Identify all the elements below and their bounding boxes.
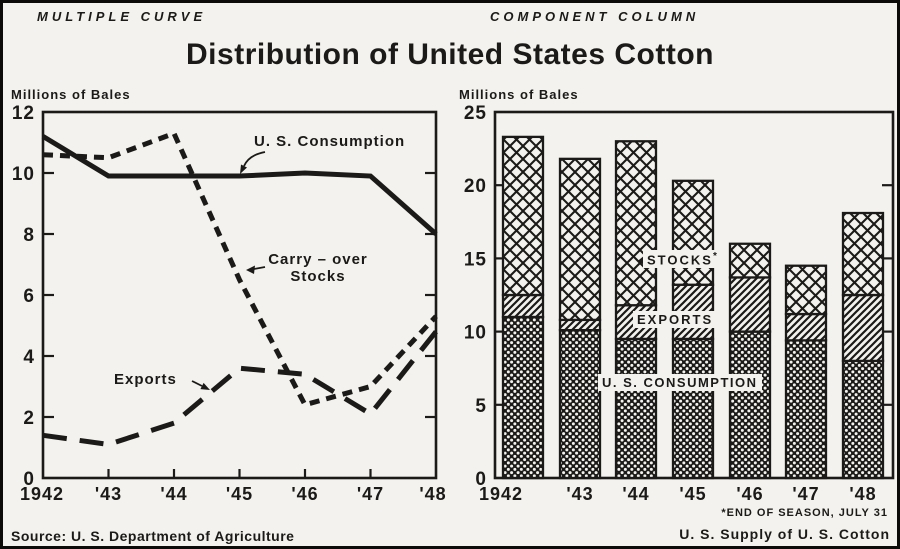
bar-segment-u-s-consumption [558,328,602,480]
left-chart-annotation-arrows [191,151,266,390]
left-panel-type-label: MULTIPLE CURVE [37,9,207,24]
right-y-tick-label: 5 [475,396,487,417]
bar-segment-exports [841,293,885,363]
bar-segment-exports [501,293,545,319]
carry-over-label-line2: Stocks [290,268,346,285]
left-y-tick-label: 8 [23,225,35,246]
right-x-tick-label: '48 [849,484,876,504]
bar-segment-stocks [841,211,885,297]
consumption-label-arrow [243,151,266,167]
series-u-s-consumption [41,134,438,236]
charts-canvas: 0 2 4 6 8 10 12 1942 '43 '44 '45 '46 '47 '48 0 5 10 15 20 2… [12,103,895,504]
left-x-tick-label: '47 [357,484,384,504]
bar-segment-exports [558,318,602,332]
series-carry-over-stocks [42,130,438,408]
right-y-axis-units: Millions of Bales [459,87,579,102]
left-y-tick-label: 4 [23,347,35,368]
bar-segment-exports [728,276,772,333]
bar-segment-stocks [558,157,602,322]
right-y-tick-label: 0 [475,469,487,490]
left-x-tick-label: '43 [95,484,122,504]
right-y-tick-label: 20 [464,176,487,197]
carry-over-label-arrowhead [246,265,255,274]
exports-label-arrow [191,380,203,387]
right-x-tick-label: '45 [679,484,706,504]
left-x-tick-label: '45 [226,484,253,504]
source-note: Source: U. S. Department of Agriculture [11,528,295,544]
left-x-tick-label: 1942 [20,484,64,504]
right-x-tick-label: '47 [792,484,819,504]
left-y-tick-label: 12 [12,103,35,124]
bar-segment-exports [784,312,828,342]
left-y-tick-label: 6 [23,286,35,307]
stocks-footnote: *END OF SEASON, JULY 31 [721,507,888,519]
right-panel-type-label: COMPONENT COLUMN [490,9,700,24]
carry-over-label-line1: Carry – over [268,251,368,268]
right-y-tick-label: 25 [464,103,487,124]
left-x-tick-label: '48 [419,484,446,504]
carry-over-stocks-curve-label: Carry – over Stocks [259,251,377,285]
figure-title: Distribution of United States Cotton [186,38,714,71]
left-y-tick-label: 2 [23,408,35,429]
left-y-tick-label: 0 [23,469,35,490]
left-y-axis-units: Millions of Bales [11,87,131,102]
right-y-tick-label: 15 [464,249,487,270]
series-exports [42,330,438,448]
carry-over-label-arrow [253,266,266,270]
consumption-label-arrowhead [240,164,247,174]
stocks-segment-label: STOCKS* [643,250,721,269]
bar-segment-u-s-consumption [614,337,658,480]
right-y-tick-label: 10 [464,323,487,344]
bar-segment-stocks [671,179,715,286]
line-chart: 0 2 4 6 8 10 12 1942 '43 '44 '45 '46 '47 '48 [12,103,446,504]
consumption-segment-label: U. S. CONSUMPTION [598,374,762,391]
right-chart-caption: U. S. Supply of U. S. Cotton [679,526,890,542]
left-chart-frame [41,110,438,480]
bar-segment-u-s-consumption [841,359,885,480]
bar-segment-stocks [501,135,545,297]
bar-segment-stocks [784,264,828,316]
bar-segment-u-s-consumption [501,315,545,480]
bar-segment-u-s-consumption [728,330,772,480]
stacked-bar-chart: 0 5 10 15 20 25 1942 '43 '44 '45 '46 '47 '48 [464,103,895,504]
left-x-tick-label: '44 [160,484,187,504]
right-x-tick-label: '43 [566,484,593,504]
stocks-segment-label-text: STOCKS [647,252,713,268]
left-y-tick-label: 10 [12,164,35,185]
exports-segment-label: EXPORTS [633,311,718,328]
bar-segment-stocks [728,242,772,279]
bar-segment-stocks [614,140,658,307]
stocks-footnote-marker: * [712,251,717,262]
bar-segment-u-s-consumption [671,337,715,480]
consumption-curve-label: U. S. Consumption [254,133,406,150]
right-x-tick-label: '44 [622,484,649,504]
right-x-tick-label: '46 [736,484,763,504]
left-x-tick-label: '46 [291,484,318,504]
exports-label-arrowhead [200,382,210,390]
exports-curve-label: Exports [114,371,177,388]
right-x-tick-label: 1942 [479,484,523,504]
bar-segment-u-s-consumption [784,339,828,480]
